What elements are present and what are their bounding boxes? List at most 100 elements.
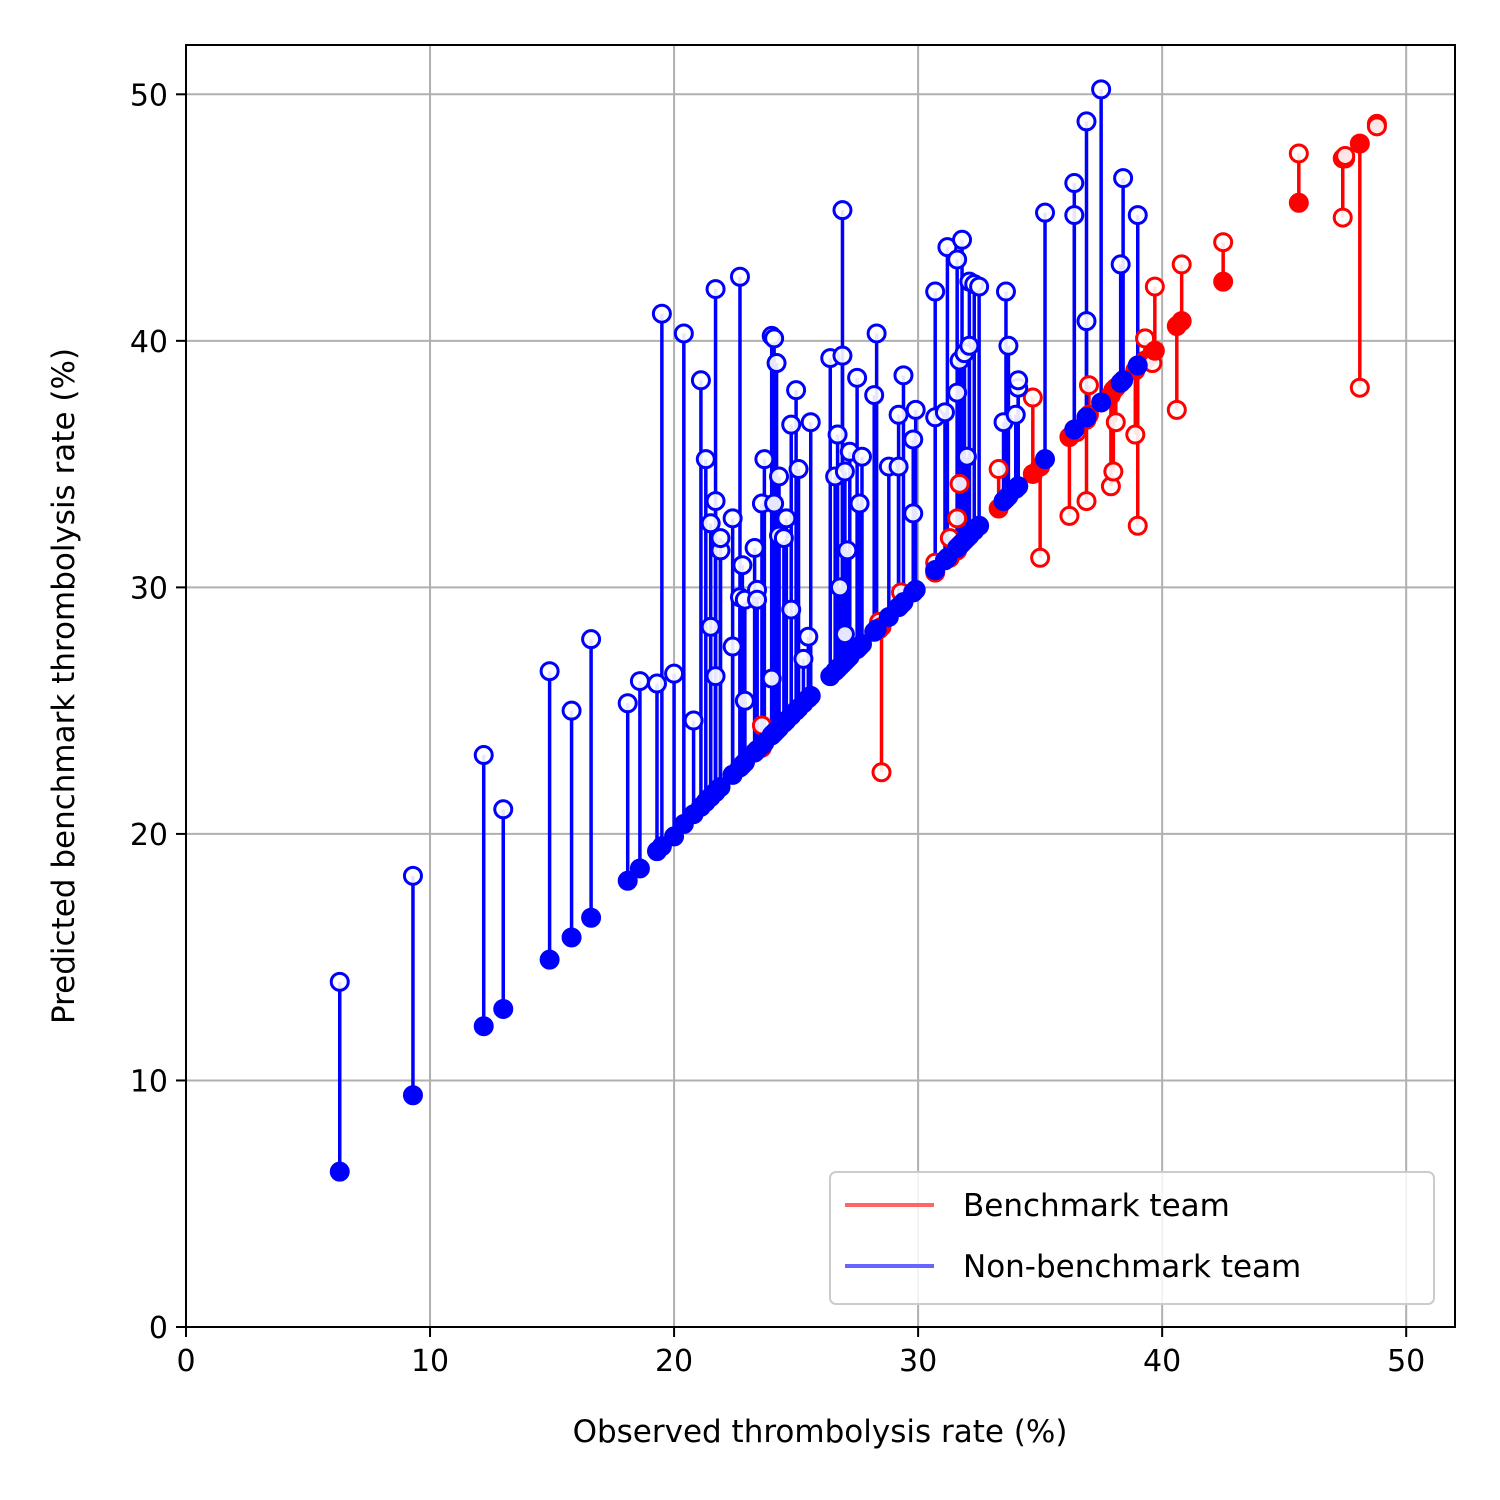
- non-benchmark-predicted-point: [866, 323, 887, 344]
- non-benchmark-predicted-point: [747, 589, 768, 610]
- x-tick-label: 20: [655, 1344, 693, 1379]
- benchmark-predicted-point: [1076, 491, 1097, 512]
- non-benchmark-observed-point: [329, 1161, 350, 1182]
- non-benchmark-predicted-point: [1076, 111, 1097, 132]
- non-benchmark-predicted-point: [851, 446, 872, 467]
- non-benchmark-predicted-point: [947, 382, 968, 403]
- non-benchmark-predicted-point: [766, 353, 787, 374]
- non-benchmark-predicted-point: [1064, 173, 1085, 194]
- non-benchmark-predicted-point: [651, 303, 672, 324]
- non-benchmark-observed-point: [561, 927, 582, 948]
- non-benchmark-predicted-point: [998, 335, 1019, 356]
- non-benchmark-predicted-point: [705, 666, 726, 687]
- plot-background: [186, 45, 1455, 1327]
- non-benchmark-predicted-point: [646, 673, 667, 694]
- benchmark-predicted-point: [949, 473, 970, 494]
- benchmark-predicted-point: [1022, 387, 1043, 408]
- non-benchmark-predicted-point: [761, 668, 782, 689]
- benchmark-observed-point: [1288, 192, 1309, 213]
- non-benchmark-predicted-point: [776, 508, 797, 529]
- non-benchmark-predicted-point: [629, 671, 650, 692]
- non-benchmark-observed-point: [539, 949, 560, 970]
- benchmark-predicted-point: [988, 459, 1009, 480]
- non-benchmark-observed-point: [1064, 419, 1085, 440]
- non-benchmark-predicted-point: [781, 414, 802, 435]
- non-benchmark-predicted-point: [764, 328, 785, 349]
- non-benchmark-predicted-point: [617, 693, 638, 714]
- benchmark-predicted-point: [1288, 143, 1309, 164]
- benchmark-predicted-point: [1105, 412, 1126, 433]
- non-benchmark-predicted-point: [722, 508, 743, 529]
- x-tick-label: 30: [899, 1344, 937, 1379]
- non-benchmark-observed-point: [710, 777, 731, 798]
- x-axis-label: Observed thrombolysis rate (%): [573, 1414, 1068, 1450]
- non-benchmark-predicted-point: [734, 690, 755, 711]
- benchmark-predicted-point: [1349, 377, 1370, 398]
- non-benchmark-predicted-point: [925, 281, 946, 302]
- benchmark-observed-point: [1171, 311, 1192, 332]
- legend-benchmark-label: Benchmark team: [963, 1188, 1230, 1224]
- non-benchmark-predicted-point: [832, 200, 853, 221]
- non-benchmark-predicted-point: [705, 279, 726, 300]
- ticks: 0 10 20 30 40 50 0 10 20 30 40 50: [130, 78, 1425, 1379]
- non-benchmark-predicted-point: [832, 345, 853, 366]
- non-benchmark-predicted-point: [995, 281, 1016, 302]
- non-benchmark-predicted-point: [969, 276, 990, 297]
- non-benchmark-predicted-point: [1110, 254, 1131, 275]
- non-benchmark-predicted-point: [834, 461, 855, 482]
- non-benchmark-predicted-point: [773, 528, 794, 549]
- markers: [329, 79, 1387, 1182]
- x-tick-label: 10: [411, 1344, 449, 1379]
- x-tick-label: 40: [1143, 1344, 1181, 1379]
- benchmark-predicted-point: [1171, 254, 1192, 275]
- non-benchmark-predicted-point: [754, 449, 775, 470]
- non-benchmark-predicted-point: [956, 446, 977, 467]
- non-benchmark-predicted-point: [888, 456, 909, 477]
- non-benchmark-predicted-point: [952, 229, 973, 250]
- benchmark-predicted-point: [1078, 375, 1099, 396]
- y-tick-label: 20: [130, 818, 168, 853]
- plot-frame: [185, 44, 1456, 1328]
- benchmark-predicted-point: [1366, 116, 1387, 137]
- non-benchmark-predicted-point: [827, 424, 848, 445]
- non-benchmark-observed-point: [473, 1016, 494, 1037]
- non-benchmark-predicted-point: [834, 624, 855, 645]
- non-benchmark-predicted-point: [493, 799, 514, 820]
- benchmark-predicted-point: [1332, 207, 1353, 228]
- benchmark-predicted-point: [947, 508, 968, 529]
- non-benchmark-predicted-point: [722, 636, 743, 657]
- x-tick-label: 0: [176, 1344, 195, 1379]
- benchmark-observed-point: [1213, 271, 1234, 292]
- non-benchmark-predicted-point: [581, 629, 602, 650]
- benchmark-predicted-point: [1127, 515, 1148, 536]
- non-benchmark-predicted-point: [473, 745, 494, 766]
- benchmark-predicted-point: [1030, 547, 1051, 568]
- benchmark-predicted-point: [1166, 399, 1187, 420]
- non-benchmark-predicted-point: [800, 412, 821, 433]
- non-benchmark-predicted-point: [673, 323, 694, 344]
- non-benchmark-predicted-point: [781, 599, 802, 620]
- non-benchmark-predicted-point: [798, 626, 819, 647]
- non-benchmark-predicted-point: [539, 661, 560, 682]
- non-benchmark-observed-point: [866, 619, 887, 640]
- y-tick-label: 0: [149, 1311, 168, 1346]
- benchmark-predicted-point: [1103, 461, 1124, 482]
- non-benchmark-observed-point: [1113, 370, 1134, 391]
- non-benchmark-predicted-point: [786, 380, 807, 401]
- non-benchmark-predicted-point: [705, 491, 726, 512]
- y-tick-label: 10: [130, 1064, 168, 1099]
- non-benchmark-predicted-point: [729, 266, 750, 287]
- non-benchmark-predicted-point: [847, 367, 868, 388]
- legend-box: [829, 1171, 1435, 1305]
- non-benchmark-predicted-point: [695, 449, 716, 470]
- non-benchmark-observed-point: [800, 685, 821, 706]
- non-benchmark-predicted-point: [837, 540, 858, 561]
- non-benchmark-predicted-point: [788, 459, 809, 480]
- non-benchmark-predicted-point: [769, 466, 790, 487]
- non-benchmark-predicted-point: [959, 335, 980, 356]
- non-benchmark-observed-point: [629, 858, 650, 879]
- benchmark-observed-point: [1349, 133, 1370, 154]
- y-tick-label: 40: [130, 325, 168, 360]
- non-benchmark-predicted-point: [905, 399, 926, 420]
- non-benchmark-predicted-point: [1113, 168, 1134, 189]
